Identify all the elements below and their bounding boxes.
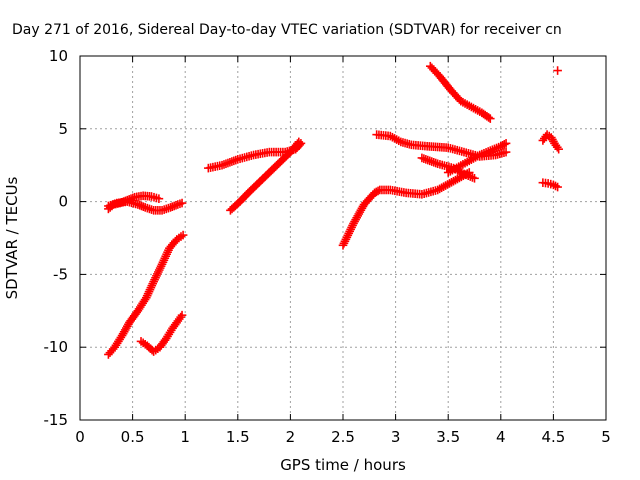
axis-ticks <box>79 55 607 421</box>
data-point <box>501 139 511 148</box>
data-point <box>470 174 479 183</box>
x-tick-label: 1 <box>180 428 190 446</box>
x-tick-label: 3.5 <box>436 428 460 446</box>
data-point <box>554 144 563 154</box>
data-point <box>294 137 304 147</box>
x-tick-label: 0 <box>75 428 85 446</box>
x-tick-label: 4.5 <box>541 428 565 446</box>
x-tick-label: 5 <box>601 428 611 446</box>
data-point <box>553 182 562 192</box>
x-tick-label: 4 <box>496 428 506 446</box>
x-tick-label: 3 <box>391 428 401 446</box>
y-tick-label: -15 <box>44 411 69 429</box>
x-tick-label: 1.5 <box>226 428 250 446</box>
y-tick-label: -5 <box>53 265 68 283</box>
y-tick-label: 10 <box>49 47 68 65</box>
chart-title: Day 271 of 2016, Sidereal Day-to-day VTE… <box>12 22 562 38</box>
y-tick-label: -10 <box>44 338 69 356</box>
data-point <box>154 194 164 203</box>
x-tick-label: 2.5 <box>331 428 355 446</box>
x-tick-label: 2 <box>286 428 296 446</box>
x-axis-label: GPS time / hours <box>280 456 406 474</box>
y-tick-labels: -15 -10 -5 0 5 10 <box>44 47 69 429</box>
data-point <box>177 310 187 320</box>
y-axis-label: SDTVAR / TECUs <box>3 176 21 299</box>
data-point <box>177 198 187 208</box>
y-tick-label: 0 <box>58 193 68 211</box>
data-point <box>501 147 511 157</box>
y-tick-label: 5 <box>58 120 68 138</box>
data-point <box>553 66 562 75</box>
x-tick-label: 0.5 <box>121 428 145 446</box>
x-tick-labels: 0 0.5 1 1.5 2 2.5 3 3.5 4 4.5 5 <box>75 428 611 446</box>
data-points <box>104 61 563 359</box>
data-point <box>485 114 495 123</box>
data-point <box>178 230 188 240</box>
